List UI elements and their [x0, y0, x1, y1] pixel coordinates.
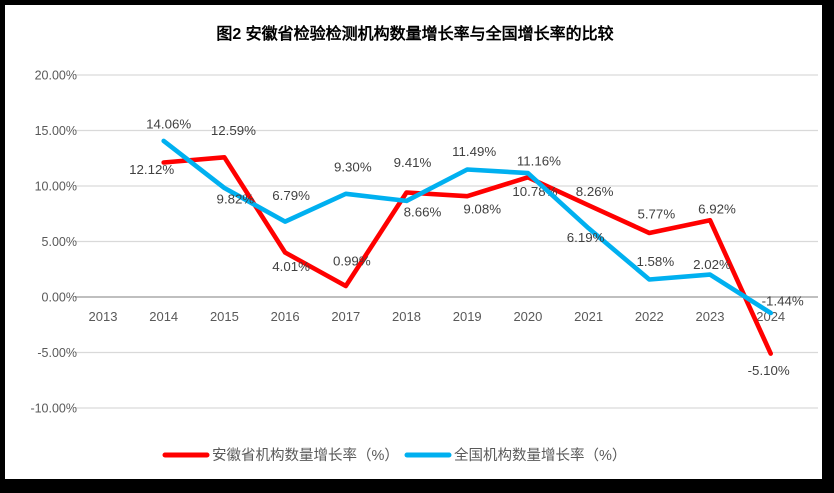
data-label-anhui: 9.08%	[463, 202, 501, 217]
data-label-national: 6.79%	[272, 188, 310, 203]
series-line-national	[161, 138, 774, 316]
data-label-anhui: 6.92%	[698, 202, 736, 217]
data-label-national: -1.44%	[762, 293, 804, 308]
data-label-anhui: -5.10%	[748, 363, 790, 378]
series-line-anhui	[161, 155, 774, 356]
chart-legend: 安徽省机构数量增长率（%） 全国机构数量增长率（%）	[162, 446, 626, 464]
y-axis-tick-label: 10.00%	[35, 180, 77, 194]
y-axis-tick-label: 5.00%	[42, 235, 77, 249]
data-label-national: 9.82%	[217, 191, 255, 206]
data-label-anhui: 12.59%	[211, 123, 256, 138]
x-axis-tick-label: 2019	[453, 309, 482, 324]
x-axis-tick-label: 2021	[574, 309, 603, 324]
data-label-national: 11.16%	[517, 154, 561, 169]
y-axis-tick-label: 0.00%	[42, 291, 77, 305]
x-axis-tick-label: 2024	[756, 309, 785, 324]
x-axis-tick-label: 2014	[149, 309, 178, 324]
data-label-national: 8.66%	[404, 204, 442, 219]
data-label-anhui: 4.01%	[272, 259, 310, 274]
y-axis-tick-label: -10.00%	[30, 402, 77, 416]
data-label-national: 14.06%	[146, 116, 191, 131]
x-axis-tick-label: 2018	[392, 309, 421, 324]
x-axis-tick-label: 2015	[210, 309, 239, 324]
chart-title: 图2 安徽省检验检测机构数量增长率与全国增长率的比较	[216, 24, 613, 43]
x-axis-tick-label: 2013	[89, 309, 118, 324]
data-label-national: 11.49%	[452, 144, 496, 159]
y-axis-tick-label: 15.00%	[35, 124, 77, 138]
x-axis-tick-label: 2020	[513, 309, 542, 324]
y-axis-tick-label: -5.00%	[37, 346, 77, 360]
x-axis-tick-label: 2017	[331, 309, 360, 324]
x-axis-tick-label: 2016	[271, 309, 300, 324]
data-label-anhui: 0.99%	[333, 254, 371, 269]
data-label-anhui: 9.41%	[394, 155, 432, 170]
legend-label-national: 全国机构数量增长率（%）	[454, 446, 626, 464]
data-label-anhui: 8.26%	[576, 184, 614, 199]
plot-area: 20.00% 15.00% 10.00% 5.00% 0.00% -5.00% -10.00…	[30, 69, 818, 416]
data-label-national: 9.30%	[334, 159, 372, 174]
data-label-national: 6.19%	[567, 230, 605, 245]
y-axis-tick-label: 20.00%	[35, 69, 77, 83]
data-label-national: 1.58%	[636, 254, 674, 269]
data-label-national: 2.02%	[693, 257, 731, 272]
data-label-anhui: 5.77%	[637, 206, 675, 221]
legend-label-anhui: 安徽省机构数量增长率（%）	[212, 447, 399, 464]
x-axis-tick-label: 2022	[635, 309, 664, 324]
x-axis-tick-label: 2023	[696, 309, 725, 324]
data-label-anhui: 12.12%	[129, 162, 174, 177]
